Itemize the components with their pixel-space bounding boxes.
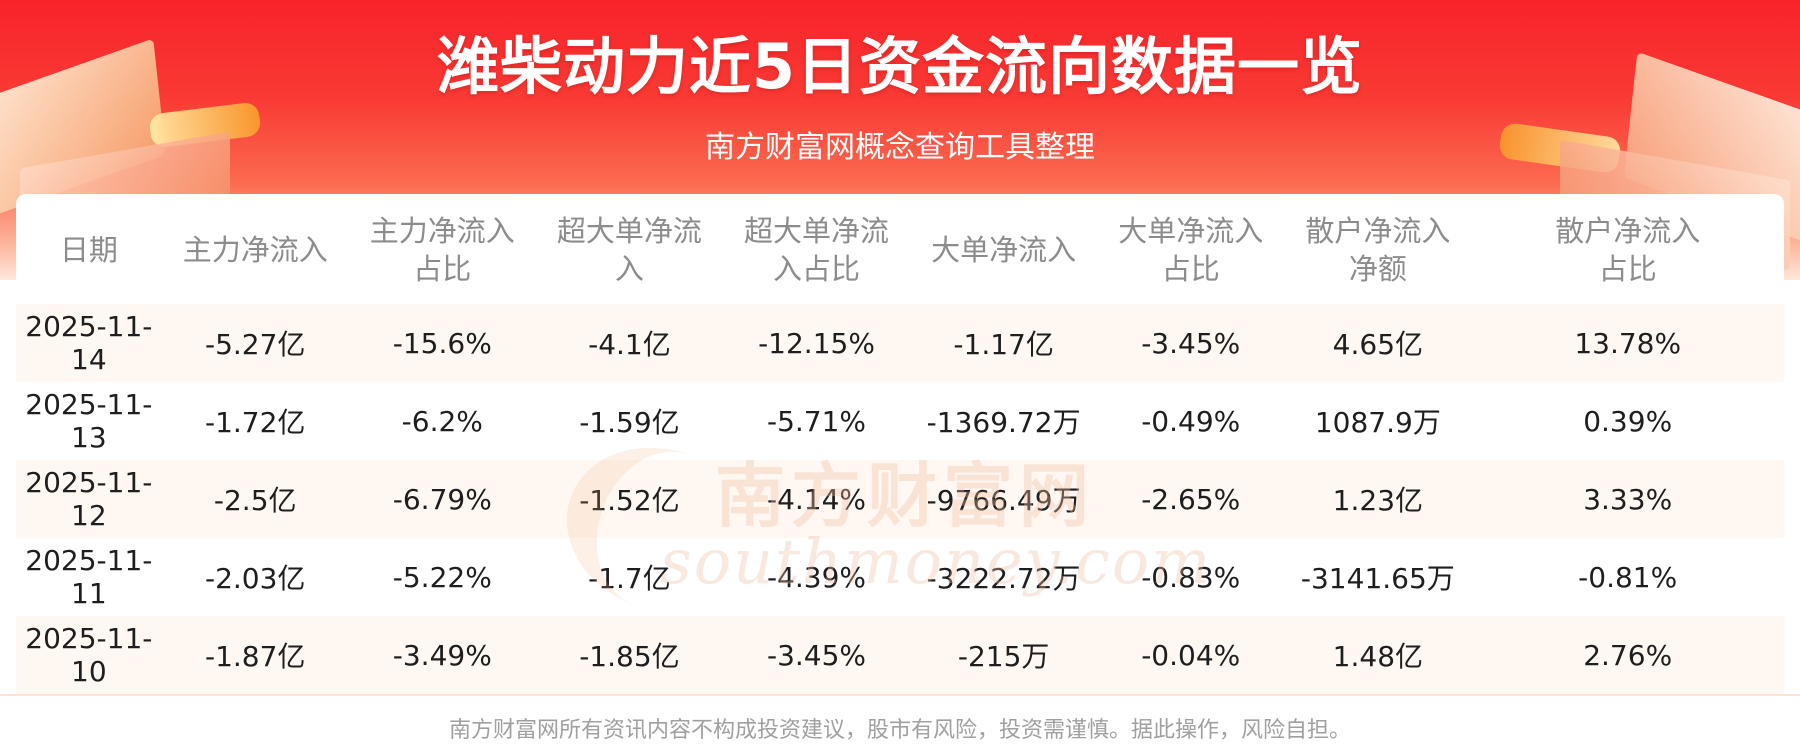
table-cell: 2025-11-10 xyxy=(16,616,162,694)
table-row: 2025-11-12 -2.5亿 -6.79% -1.52亿 -4.14% -9766.4… xyxy=(16,460,1784,538)
table-cell: 2025-11-12 xyxy=(16,460,162,538)
table-cell: -0.83% xyxy=(1141,560,1241,594)
table-cell: 13.78% xyxy=(1471,304,1784,382)
table-cell: -1369.72万 xyxy=(926,406,1081,439)
table-row: 2025-11-13 -1.72亿 -6.2% -1.59亿 -5.71% -1369.7… xyxy=(16,382,1784,460)
page-title: 潍柴动力近5日资金流向数据一览 xyxy=(436,30,1364,103)
column-header-line2: 占比 xyxy=(1598,252,1657,286)
table-cell: 2025-11-13 xyxy=(25,388,153,454)
table-cell: 2025-11-11 xyxy=(25,544,153,610)
table-header-row: 日期 主力净流入 主力净流入 占比 超大单净流入超大单净流 入占比 大单净流入 大单净流入 占比… xyxy=(16,196,1784,304)
table-cell: -2.03亿 xyxy=(204,562,306,595)
column-header-line2: 占比 xyxy=(1161,252,1220,286)
table-cell: -1.85亿 xyxy=(535,616,723,694)
table-cell: 0.39% xyxy=(1583,404,1673,438)
table-cell: -1.17亿 xyxy=(910,304,1098,382)
table-cell: 1.48亿 xyxy=(1284,616,1472,694)
column-header: 超大单净流 入占比 xyxy=(723,196,910,304)
table-cell: -2.5亿 xyxy=(161,460,349,538)
table-cell: -1.87亿 xyxy=(161,616,349,694)
column-header-line1: 大单净流入 xyxy=(931,233,1077,267)
fund-flow-table: 日期 主力净流入 主力净流入 占比 超大单净流入超大单净流 入占比 大单净流入 大单净流入 占比… xyxy=(16,196,1784,694)
table-cell: -5.27亿 xyxy=(161,304,349,382)
table-cell: -15.6% xyxy=(348,304,536,382)
table-cell: -1.52亿 xyxy=(535,460,723,538)
table-cell: -3222.72万 xyxy=(926,562,1081,595)
column-header-line2: 入占比 xyxy=(773,252,861,286)
table-cell: -4.39% xyxy=(766,560,867,594)
table-cell: -12.15% xyxy=(722,304,911,382)
table-card xyxy=(16,194,1784,694)
column-header: 超大单净流入 xyxy=(536,196,723,304)
page-subtitle: 南方财富网概念查询工具整理 xyxy=(705,130,1095,165)
column-header: 日期 xyxy=(16,196,162,304)
table-cell: -6.79% xyxy=(348,460,536,538)
column-header-line1: 主力净流入 xyxy=(369,214,515,248)
table-row: 2025-11-11 -2.03亿 -5.22% -1.7亿 -4.39% -3222.7… xyxy=(16,538,1784,616)
column-header-line1: 超大单净流 xyxy=(556,214,702,248)
column-header: 主力净流入 占比 xyxy=(349,196,536,304)
column-header: 主力净流入 xyxy=(162,196,349,304)
table-cell: -3.45% xyxy=(722,616,911,694)
column-header-line1: 大单净流入 xyxy=(1118,214,1264,248)
column-header-line1: 日期 xyxy=(59,233,118,267)
column-header: 大单净流入 xyxy=(910,196,1097,304)
table-cell: 2025-11-14 xyxy=(16,304,162,382)
table-cell: -0.49% xyxy=(1141,404,1241,438)
table-row: 2025-11-14 -5.27亿 -15.6% -4.1亿 -12.15% -1.17亿… xyxy=(16,304,1784,382)
table-cell: -1.72亿 xyxy=(204,406,306,439)
table-row: 2025-11-10 -1.87亿 -3.49% -1.85亿 -3.45% -215万 -… xyxy=(16,616,1784,694)
table-cell: 3.33% xyxy=(1471,460,1784,538)
table-cell: 2.76% xyxy=(1471,616,1784,694)
table-cell: 1087.9万 xyxy=(1314,406,1441,439)
column-header: 散户净流入 净额 xyxy=(1284,196,1471,304)
table-cell: -3.49% xyxy=(348,616,536,694)
table-cell: -1.59亿 xyxy=(579,406,680,439)
table-cell: -5.71% xyxy=(766,404,867,438)
table-cell: -3141.65万 xyxy=(1300,562,1455,595)
column-header-line2: 入 xyxy=(614,252,644,286)
table-cell: -2.65% xyxy=(1097,460,1285,538)
column-header-line2: 占比 xyxy=(413,252,472,286)
table-cell: -5.22% xyxy=(392,560,492,594)
column-header-line2: 净额 xyxy=(1348,252,1407,286)
table-body: 2025-11-14 -5.27亿 -15.6% -4.1亿 -12.15% -1.17亿… xyxy=(16,304,1784,694)
column-header-line1: 超大单净流 xyxy=(744,214,890,248)
table-cell: -6.2% xyxy=(401,404,483,438)
table-cell: -0.81% xyxy=(1578,560,1678,594)
table-cell: -4.1亿 xyxy=(535,304,723,382)
table-cell: 1.23亿 xyxy=(1284,460,1472,538)
table-cell: -1.7亿 xyxy=(588,562,671,595)
table-cell: -9766.49万 xyxy=(910,460,1098,538)
column-header-line1: 散户净流入 xyxy=(1305,214,1451,248)
table-cell: 4.65亿 xyxy=(1284,304,1472,382)
footer-disclaimer: 南方财富网所有资讯内容不构成投资建议，股市有风险，投资需谨慎。据此操作，风险自担… xyxy=(448,718,1351,743)
divider xyxy=(0,694,1800,696)
column-header-line1: 主力净流入 xyxy=(182,233,328,267)
column-header: 散户净流入 占比 xyxy=(1471,196,1784,304)
table-cell: -3.45% xyxy=(1097,304,1285,382)
column-header-line1: 散户净流入 xyxy=(1555,214,1701,248)
column-header: 大单净流入 占比 xyxy=(1097,196,1284,304)
table-cell: -4.14% xyxy=(722,460,911,538)
table-cell: -215万 xyxy=(910,616,1098,694)
table-cell: -0.04% xyxy=(1097,616,1285,694)
